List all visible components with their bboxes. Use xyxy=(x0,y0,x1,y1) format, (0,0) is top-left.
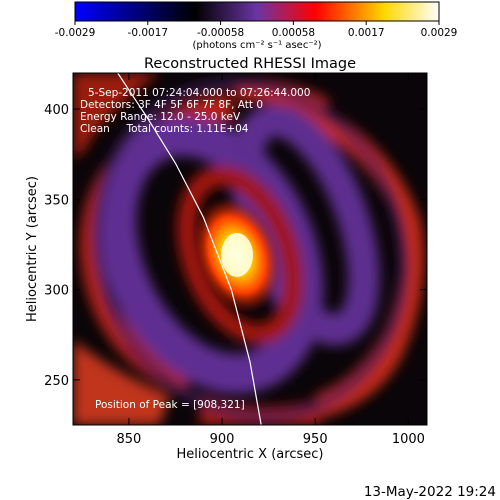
footer-timestamp: 13-May-2022 19:24 xyxy=(364,484,496,500)
annotation-detectors: Detectors: 3F 4F 5F 6F 7F 8F, Att 0 xyxy=(80,99,263,111)
solar-limb xyxy=(117,73,262,425)
colorbar xyxy=(74,1,440,22)
x-axis-ticks: 850 900 950 1000 xyxy=(116,73,425,447)
heatmap-image xyxy=(73,73,427,425)
annotation-energy: Energy Range: 12.0 - 25.0 keV xyxy=(80,111,241,123)
x-tick-label: 850 xyxy=(116,432,141,447)
colorbar-tick-label: -0.00058 xyxy=(197,27,244,39)
x-tick-label: 900 xyxy=(210,432,235,447)
y-tick-label: 400 xyxy=(44,103,69,118)
annotation-clean: Clean Total counts: 1.11E+04 xyxy=(80,123,249,135)
x-tick-label: 950 xyxy=(303,432,328,447)
annotation-time: 5-Sep-2011 07:24:04.000 to 07:26:44.000 xyxy=(88,87,310,99)
y-axis-ticks: 250 300 350 400 xyxy=(44,103,427,389)
y-tick-label: 250 xyxy=(44,374,69,389)
inner-ring xyxy=(176,166,304,344)
x-tick-label: 1000 xyxy=(392,432,425,447)
y-tick-label: 350 xyxy=(44,193,69,208)
outer-arc-lower-left xyxy=(73,340,170,425)
annotation-peak: Position of Peak = [908,321] xyxy=(95,399,245,411)
colorbar-tick-label: -0.0029 xyxy=(55,27,96,39)
core-bright xyxy=(221,233,253,277)
emission-features xyxy=(73,73,424,425)
plot-frame xyxy=(72,72,428,426)
chart-title: Reconstructed RHESSI Image xyxy=(144,56,356,72)
colorbar-label: (photons cm⁻² s⁻¹ asec⁻²) xyxy=(192,40,321,51)
outer-arc-right xyxy=(300,100,424,418)
y-tick-label: 300 xyxy=(44,284,69,299)
negative-ring-outer xyxy=(92,79,408,421)
outer-arc-top xyxy=(235,79,330,120)
y-axis-label: Heliocentric Y (arcsec) xyxy=(25,176,40,322)
colorbar-tick-label: -0.0017 xyxy=(128,27,169,39)
peak-source xyxy=(192,196,282,314)
colorbar-ticks: -0.0029 -0.0017 -0.00058 0.00058 0.0017 0.002… xyxy=(55,21,458,39)
x-axis-label: Heliocentric X (arcsec) xyxy=(177,447,324,462)
outer-arc-upper-left xyxy=(73,73,160,160)
colorbar-tick-label: 0.00058 xyxy=(272,27,315,39)
colorbar-tick-label: 0.0029 xyxy=(421,27,458,39)
colorbar-tick-label: 0.0017 xyxy=(348,27,385,39)
